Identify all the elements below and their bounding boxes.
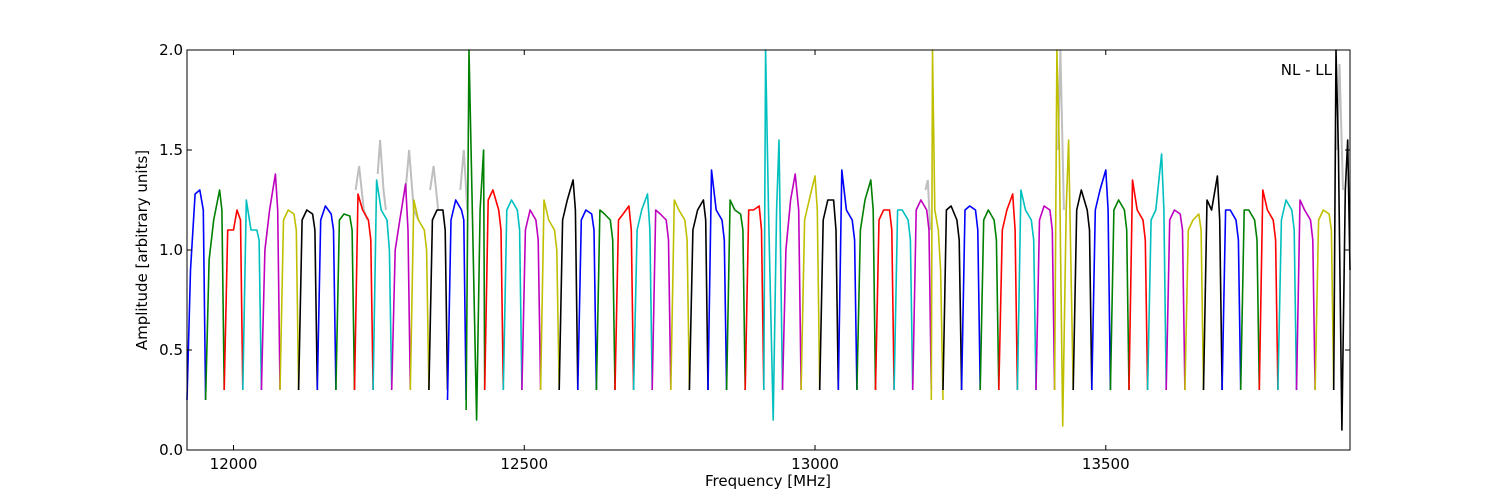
series-line-18 (521, 209, 542, 391)
y-tick-label: 1.5 (159, 141, 183, 159)
series-line-24 (632, 193, 653, 391)
series-line-39 (911, 199, 933, 391)
series-line-25 (651, 209, 672, 391)
series-line-21 (577, 209, 598, 391)
series-line-0 (186, 189, 207, 401)
series-line-54 (1184, 213, 1205, 391)
series-line-1 (204, 189, 225, 401)
series-line-9 (353, 193, 374, 391)
x-tick-label: 13500 (1082, 455, 1130, 473)
y-axis-label: Amplitude [arbitrary units] (133, 150, 151, 350)
series-line-55 (1202, 175, 1223, 391)
x-tick-label: 13000 (791, 455, 839, 473)
y-tick-label: 0.5 (159, 341, 183, 359)
series-line-27 (688, 199, 709, 391)
series-line-53 (1165, 209, 1186, 391)
series-line-11 (390, 183, 412, 391)
series-line-3 (242, 199, 263, 391)
series-line-17 (502, 199, 523, 391)
background-series-line-1 (376, 139, 387, 211)
series-line-23 (614, 205, 635, 391)
series-line-50 (1109, 199, 1130, 391)
series-line-43 (979, 209, 1000, 391)
series-line-32 (781, 173, 802, 391)
series-line-12 (409, 199, 430, 391)
series-line-40 (930, 49, 944, 401)
series-line-36 (856, 179, 877, 391)
series-line-38 (893, 209, 914, 391)
series-line-48 (1072, 189, 1093, 391)
series-line-37 (874, 209, 895, 391)
series-line-51 (1128, 179, 1149, 391)
series-line-29 (725, 199, 746, 391)
series-line-30 (744, 205, 765, 391)
x-axis: 12000 12500 13000 13500 (210, 50, 1130, 473)
y-tick-label: 2.0 (159, 41, 183, 59)
series-line-34 (818, 199, 840, 391)
y-tick-label: 0.0 (159, 441, 183, 459)
series-line-14 (446, 199, 467, 401)
series-line-60 (1295, 199, 1316, 391)
series-line-28 (707, 169, 728, 391)
series-line-61 (1314, 209, 1335, 391)
x-tick-label: 12000 (210, 455, 258, 473)
series-line-8 (335, 213, 356, 391)
series-line-13 (428, 209, 449, 391)
series-line-56 (1221, 209, 1242, 391)
series-line-44 (998, 193, 1019, 391)
series-line-52 (1146, 153, 1167, 391)
y-axis: 0.0 0.5 1.0 1.5 2.0 (159, 41, 1350, 459)
series-line-20 (558, 179, 579, 391)
series-line-46 (1035, 205, 1056, 391)
series-line-19 (539, 199, 560, 391)
series-line-4 (260, 173, 281, 391)
series-line-16 (483, 189, 505, 391)
series-line-58 (1258, 189, 1279, 391)
y-tick-label: 1.0 (159, 241, 183, 259)
series-line-59 (1277, 199, 1298, 391)
background-series-line-5 (924, 179, 932, 231)
series-line-57 (1239, 209, 1261, 391)
series-line-45 (1016, 189, 1037, 391)
series-line-42 (960, 205, 981, 391)
x-tick-label: 12500 (500, 455, 548, 473)
annotation-label: NL - LL (1281, 61, 1333, 79)
background-series-line-2 (404, 149, 420, 221)
series-line-5 (279, 209, 300, 391)
background-series-line-4 (459, 149, 469, 211)
series-group (186, 49, 1351, 431)
series-line-49 (1091, 169, 1112, 391)
series-line-41 (942, 205, 963, 391)
series-line-2 (223, 209, 244, 391)
series-line-26 (670, 199, 691, 391)
series-line-22 (595, 209, 616, 391)
x-axis-label: Frequency [MHz] (705, 472, 831, 490)
series-line-33 (800, 175, 821, 391)
series-line-35 (837, 169, 858, 391)
series-line-6 (297, 209, 319, 391)
series-line-7 (316, 205, 337, 391)
series-line-10 (372, 179, 393, 391)
